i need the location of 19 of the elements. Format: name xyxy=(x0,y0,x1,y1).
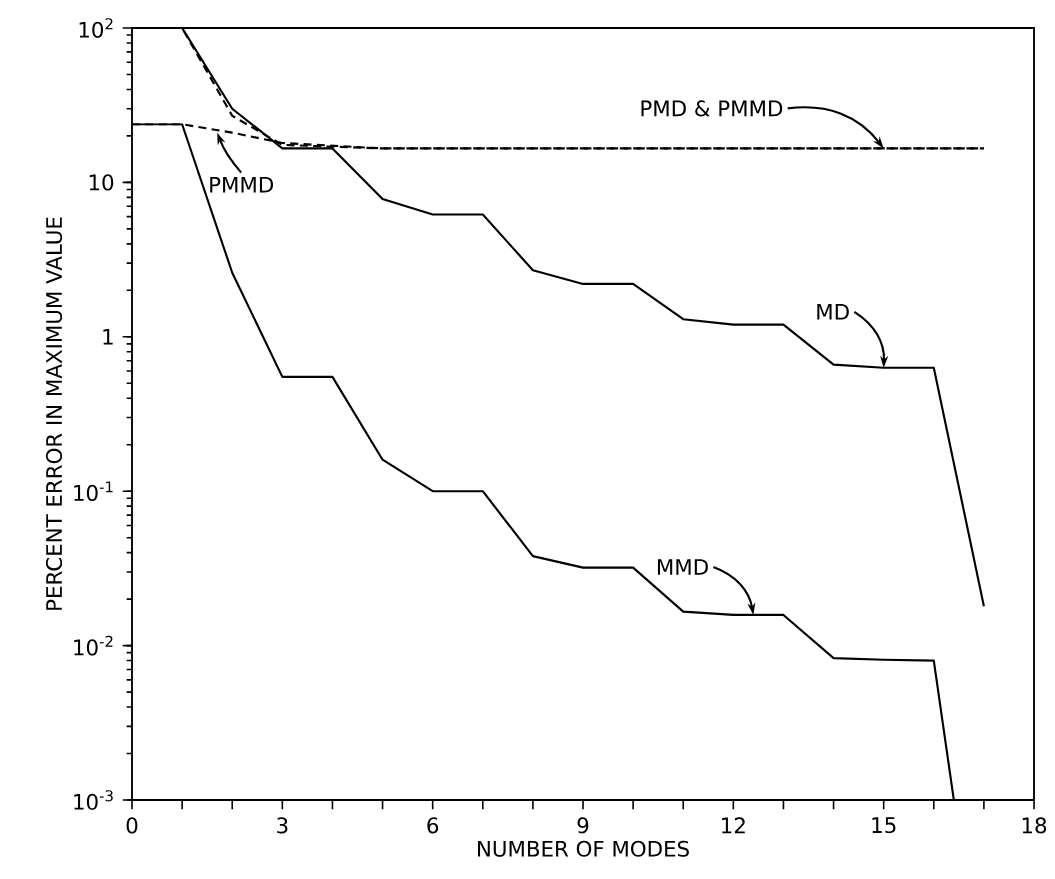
y-tick-label: 10 xyxy=(89,174,114,191)
x-tick-label: 18 xyxy=(1022,817,1047,834)
annotation: MMD xyxy=(657,559,708,575)
x-tick-label: 12 xyxy=(722,817,745,834)
y-tick-label: 10$^{-3}$ xyxy=(74,790,113,810)
y-tick-label: 10$^{-1}$ xyxy=(74,481,113,501)
annotation: PMD & PMMD xyxy=(641,100,783,117)
y-tick-label: 1 xyxy=(103,329,113,345)
annotation: MD xyxy=(817,304,849,320)
x-tick-label: 15 xyxy=(872,817,896,834)
y-tick-label: 10$^{-2}$ xyxy=(74,635,113,656)
y-tick-label: 10$^{2}$ xyxy=(79,18,113,38)
x-tick-label: 0 xyxy=(126,817,138,834)
x-tick-label: 3 xyxy=(277,817,288,834)
annotation: PMMD xyxy=(210,176,273,193)
x-tick-label: 9 xyxy=(577,817,589,834)
y-axis-title: PERCENT ERROR IN MAXIMUM VALUE xyxy=(45,217,63,610)
x-axis-title: NUMBER OF MODES xyxy=(478,840,689,857)
x-tick-label: 6 xyxy=(427,817,439,834)
